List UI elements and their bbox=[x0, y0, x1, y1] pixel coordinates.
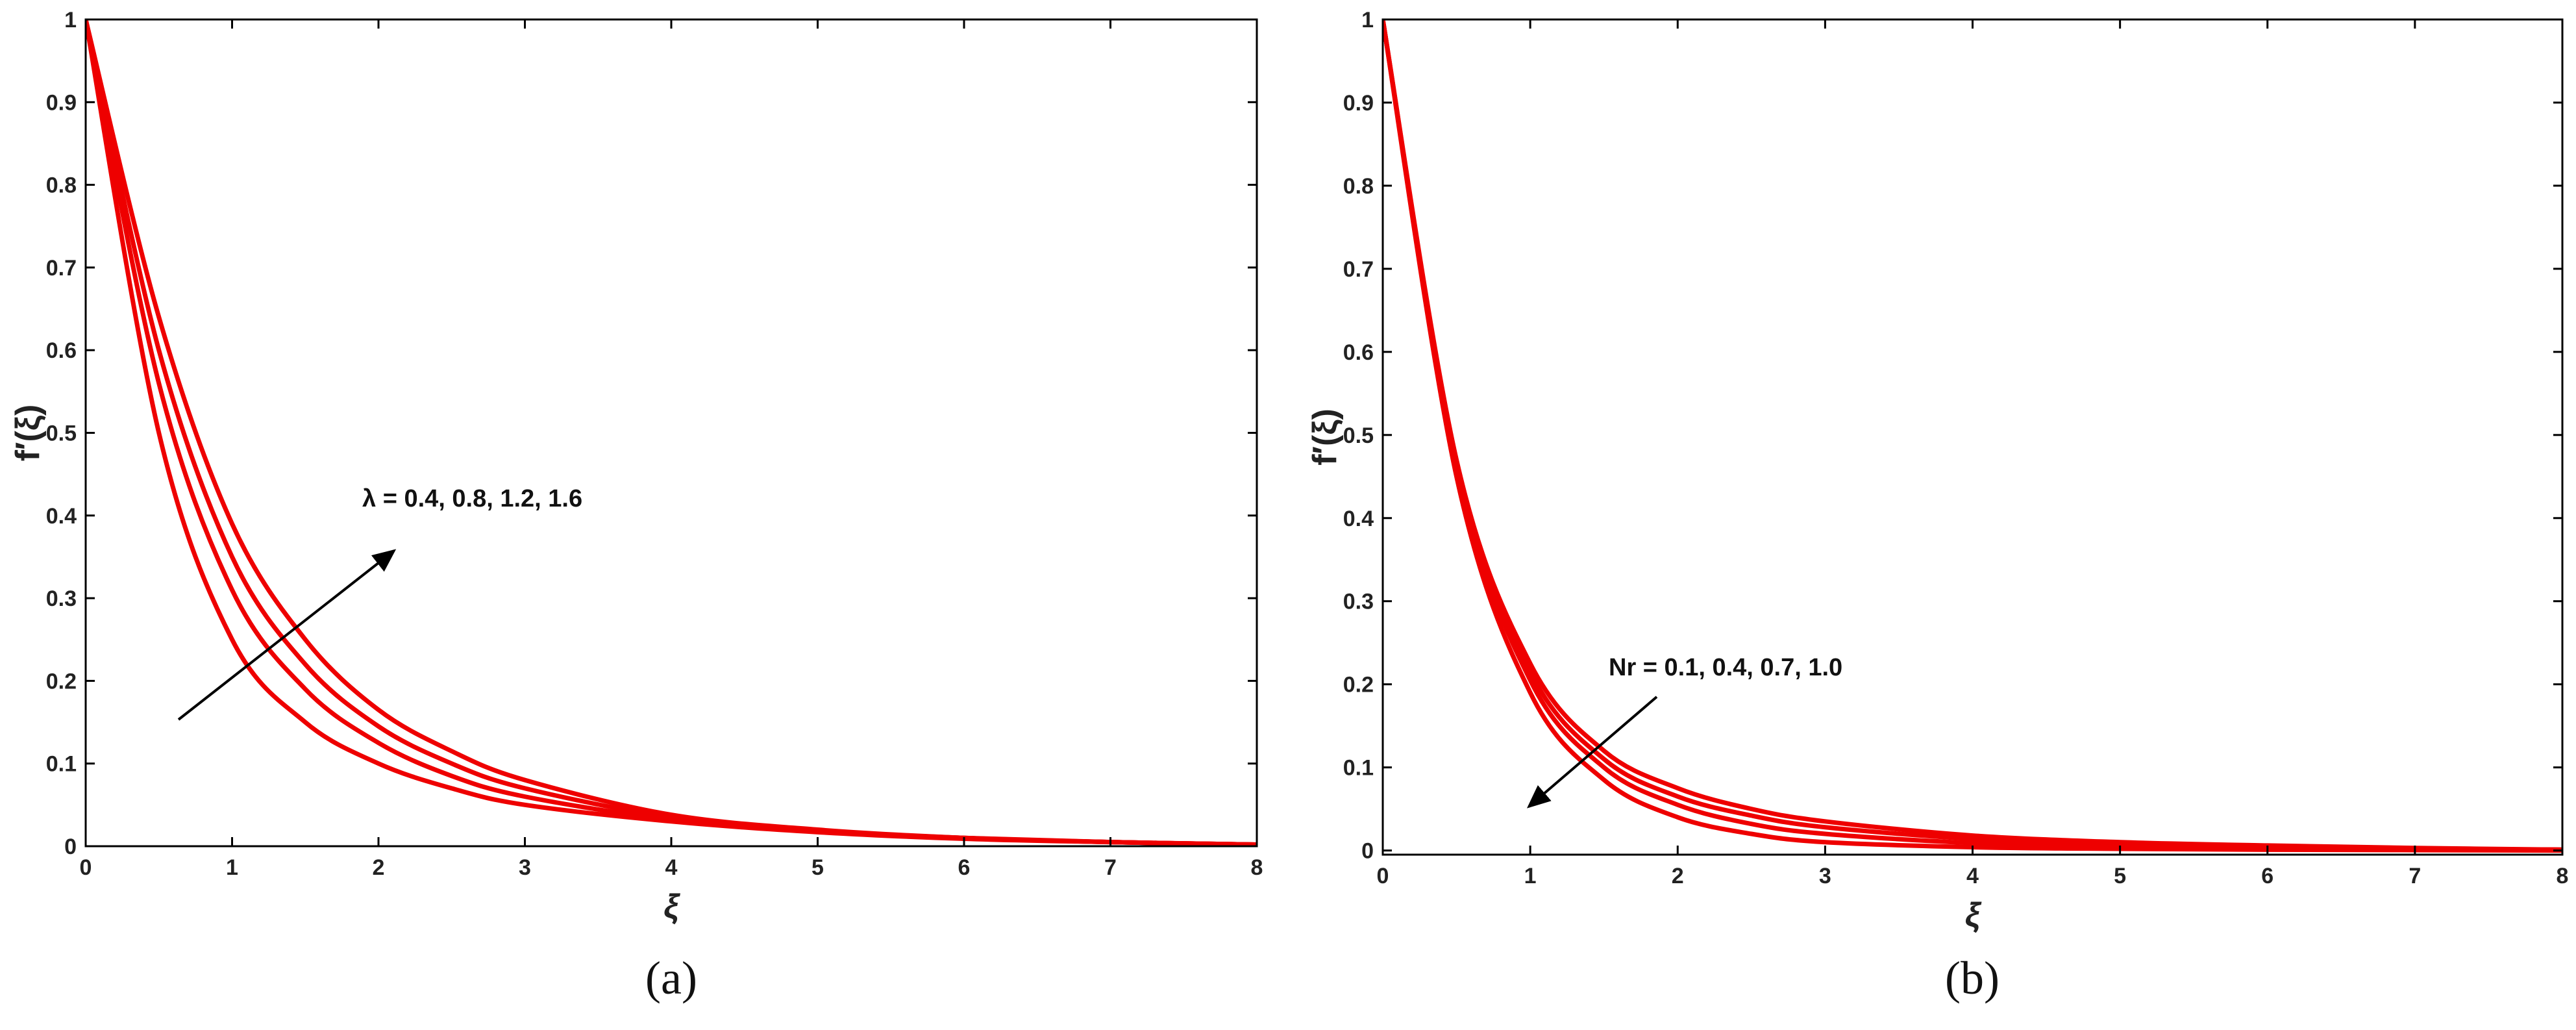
x-tick-label: 7 bbox=[1104, 855, 1117, 880]
y-tick-label: 0.5 bbox=[1343, 423, 1374, 448]
y-tick-label: 1 bbox=[64, 8, 77, 32]
y-tick-label: 0 bbox=[1361, 839, 1374, 864]
x-tick-label: 6 bbox=[958, 855, 971, 880]
x-axis-label: ξ bbox=[663, 888, 680, 925]
annotation-arrow bbox=[1526, 696, 1658, 809]
curve bbox=[1383, 19, 2562, 852]
x-tick-label: 2 bbox=[373, 855, 385, 880]
y-tick-label: 0.7 bbox=[46, 256, 77, 281]
y-tick-label: 0.9 bbox=[46, 90, 77, 115]
y-tick-label: 0.6 bbox=[46, 338, 77, 363]
y-tick-label: 0.1 bbox=[1343, 756, 1374, 781]
y-tick-label: 0.7 bbox=[1343, 257, 1374, 282]
plot-area bbox=[86, 19, 1257, 846]
y-tick-label: 0.8 bbox=[1343, 174, 1374, 199]
y-tick-label: 0.8 bbox=[46, 173, 77, 198]
y-tick-label: 0.6 bbox=[1343, 340, 1374, 365]
curve bbox=[86, 19, 1257, 846]
x-tick-label: 6 bbox=[2261, 864, 2273, 888]
x-tick-label: 5 bbox=[2114, 864, 2126, 888]
plot-area bbox=[1383, 19, 2562, 853]
y-tick-label: 0.9 bbox=[1343, 91, 1374, 116]
caption: (a) bbox=[645, 952, 697, 1004]
y-tick-label: 0 bbox=[64, 835, 77, 859]
panel: 0 1 2 3 4 5 6 7 8 0 0.1 0.2 0.3 0.4 0.5 0.6 0.7 0.8 0.9 1 ξ f… bbox=[1306, 8, 2568, 1004]
annotation-arrow bbox=[177, 549, 397, 721]
caption: (b) bbox=[1945, 952, 2000, 1004]
y-tick-label: 0.3 bbox=[1343, 590, 1374, 614]
axes-box bbox=[84, 18, 1258, 848]
y-tick-label: 0.5 bbox=[46, 421, 77, 446]
x-tick-label: 3 bbox=[519, 855, 531, 880]
curve bbox=[1383, 19, 2562, 852]
x-tick-label: 1 bbox=[1524, 864, 1537, 888]
x-tick-label: 0 bbox=[1377, 864, 1389, 888]
x-tick-label: 8 bbox=[1251, 855, 1263, 880]
x-tick-label: 2 bbox=[1672, 864, 1684, 888]
curve bbox=[86, 19, 1257, 846]
x-axis-label: ξ bbox=[1965, 896, 1982, 934]
y-tick-label: 0.2 bbox=[1343, 673, 1374, 697]
y-tick-label: 0.1 bbox=[46, 752, 77, 777]
annotation: λ = 0.4, 0.8, 1.2, 1.6 bbox=[362, 485, 582, 512]
y-tick-label: 0.4 bbox=[1343, 507, 1374, 531]
curve bbox=[86, 19, 1257, 846]
panel: 0 1 2 3 4 5 6 7 8 0 0.1 0.2 0.3 0.4 0.5 0.6 0.7 0.8 0.9 1 ξ f… bbox=[9, 8, 1263, 1004]
x-tick-label: 0 bbox=[80, 855, 92, 880]
x-tick-label: 4 bbox=[665, 855, 678, 880]
y-axis-label: f′(ξ) bbox=[1306, 408, 1344, 466]
y-tick-label: 0.3 bbox=[46, 586, 77, 611]
x-tick-label: 4 bbox=[1966, 864, 1979, 888]
x-tick-label: 5 bbox=[811, 855, 824, 880]
curve bbox=[86, 19, 1257, 846]
y-tick-label: 0.4 bbox=[46, 504, 77, 529]
x-tick-label: 3 bbox=[1819, 864, 1831, 888]
x-tick-label: 1 bbox=[226, 855, 238, 880]
y-tick-label: 0.2 bbox=[46, 669, 77, 694]
y-axis-label: f′(ξ) bbox=[9, 405, 47, 462]
x-tick-label: 8 bbox=[2557, 864, 2569, 888]
x-tick-label: 7 bbox=[2409, 864, 2421, 888]
annotation: Nr = 0.1, 0.4, 0.7, 1.0 bbox=[1609, 654, 1842, 681]
y-tick-label: 1 bbox=[1361, 8, 1374, 32]
